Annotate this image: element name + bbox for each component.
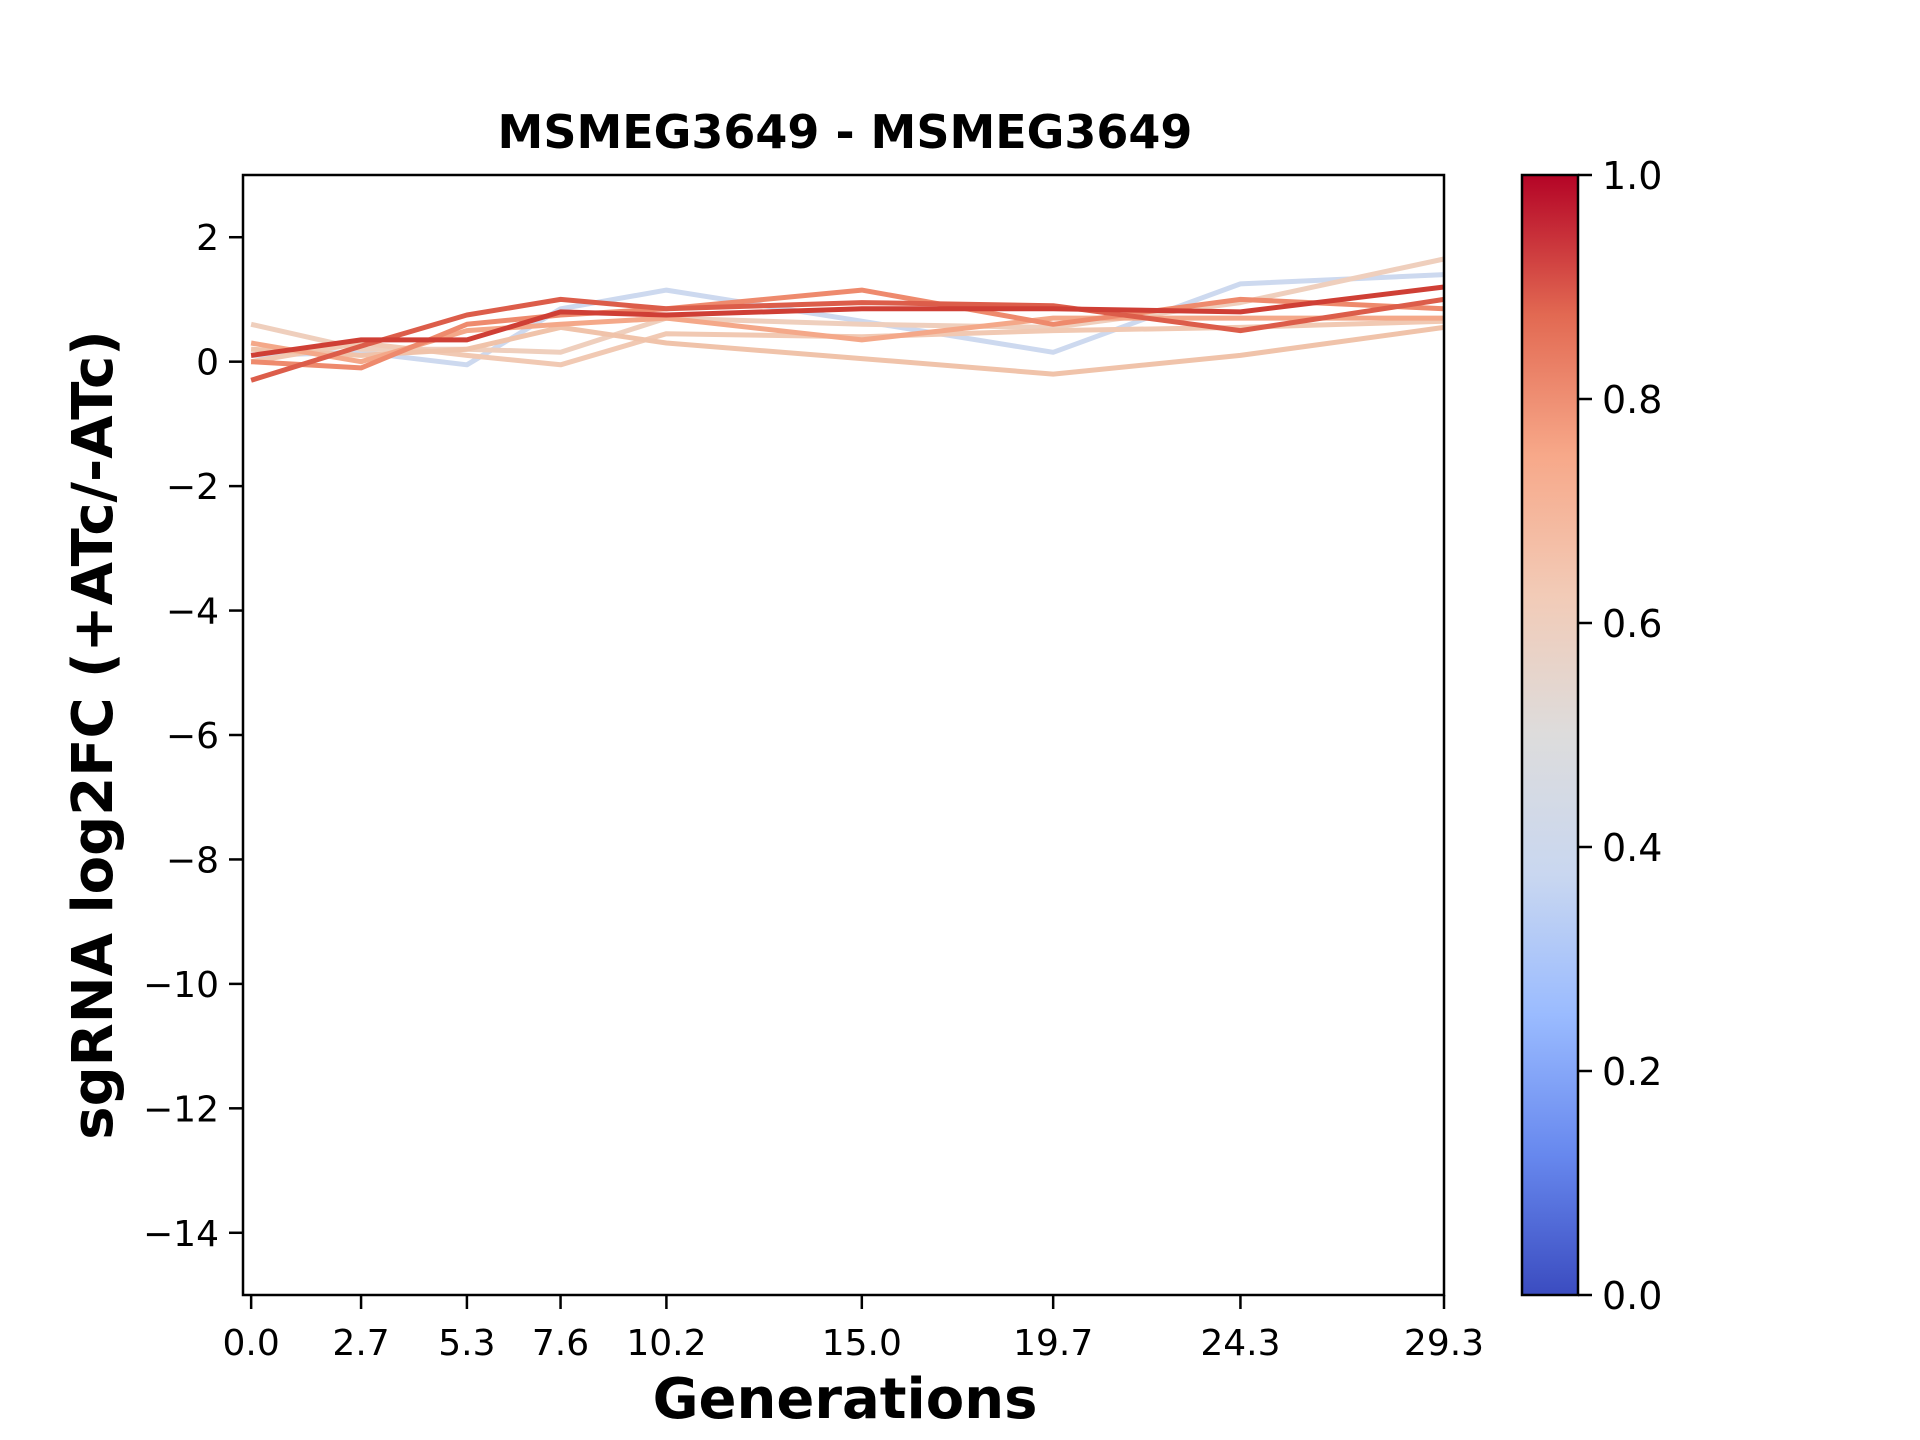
series-line-8 [250, 284, 1445, 358]
colorbar-tick-label: 1.0 [1602, 154, 1662, 198]
x-tick-label: 7.6 [532, 1323, 589, 1364]
y-tick-label: −14 [143, 1214, 219, 1255]
y-tick-label: 2 [196, 218, 219, 259]
y-axis: 2 0 −2 −4 −6 −8 −10 −12 −14 [143, 218, 243, 1255]
x-tick-label: 5.3 [438, 1323, 495, 1364]
y-tick-label: −4 [166, 592, 219, 633]
x-axis-label: Generations [653, 1367, 1038, 1432]
colorbar-gradient [1520, 173, 1580, 1297]
y-tick-label: −6 [166, 716, 219, 757]
colorbar-tick-label: 0.8 [1602, 378, 1662, 422]
x-tick-label: 29.3 [1404, 1323, 1484, 1364]
colorbar-tick-label: 0.0 [1602, 1274, 1662, 1318]
x-axis: 0.0 2.7 5.3 7.6 10.2 15.0 19.7 24.3 29.3 [223, 1295, 1484, 1364]
colorbar-tick-label: 0.6 [1602, 602, 1662, 646]
series-line-3 [250, 318, 1445, 368]
x-tick-label: 19.7 [1013, 1323, 1093, 1364]
x-tick-label: 24.3 [1200, 1323, 1280, 1364]
x-tick-label: 2.7 [332, 1323, 389, 1364]
plot-lines [250, 256, 1445, 383]
chart-title: MSMEG3649 - MSMEG3649 [498, 105, 1193, 159]
colorbar-tick-label: 0.2 [1602, 1050, 1662, 1094]
y-tick-label: −12 [143, 1089, 219, 1130]
y-tick-label: 0 [196, 343, 219, 384]
x-tick-label: 0.0 [223, 1323, 280, 1364]
x-tick-label: 10.2 [626, 1323, 706, 1364]
x-tick-label: 15.0 [822, 1323, 902, 1364]
series-line-7 [250, 296, 1445, 383]
y-axis-label: sgRNA log2FC (+ATc/-ATc) [61, 330, 126, 1140]
y-tick-label: −8 [166, 840, 219, 881]
y-tick-label: −2 [166, 467, 219, 508]
y-tick-label: −10 [143, 965, 219, 1006]
colorbar: 1.0 0.8 0.6 0.4 0.2 0.0 [1520, 154, 1662, 1318]
colorbar-ticks: 1.0 0.8 0.6 0.4 0.2 0.0 [1578, 154, 1662, 1318]
colorbar-tick-label: 0.4 [1602, 826, 1662, 870]
